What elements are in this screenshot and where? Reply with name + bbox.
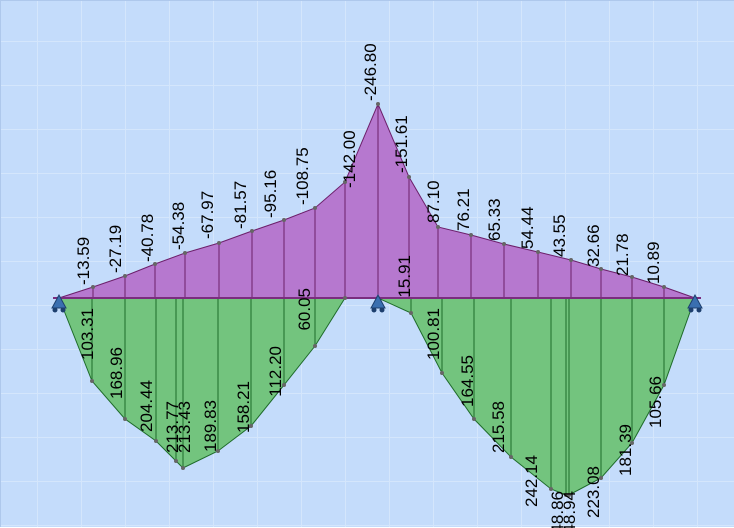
moment-value-label: -95.16 xyxy=(261,170,280,218)
value-point xyxy=(407,175,411,179)
moment-value-label: 248.86 xyxy=(548,491,567,528)
pin-support-icon[interactable] xyxy=(687,293,703,313)
value-point xyxy=(662,383,666,387)
moment-value-label: -142.00 xyxy=(340,130,359,188)
moment-value-label: 10.89 xyxy=(644,241,663,284)
value-point xyxy=(154,439,158,443)
value-point xyxy=(249,424,253,428)
value-point xyxy=(343,296,347,300)
value-point xyxy=(123,274,127,278)
moment-value-label: -246.80 xyxy=(361,43,380,101)
value-point xyxy=(282,218,286,222)
value-point xyxy=(174,459,178,463)
value-point xyxy=(376,102,380,106)
moment-value-label: 65.33 xyxy=(485,198,504,241)
value-point xyxy=(313,344,317,348)
value-point xyxy=(343,180,347,184)
value-point xyxy=(472,417,476,421)
value-point xyxy=(217,241,221,245)
moment-value-label: -67.97 xyxy=(198,191,217,239)
value-point xyxy=(90,379,94,383)
moment-value-label: 213.77 xyxy=(163,401,182,453)
value-point xyxy=(183,251,187,255)
value-point xyxy=(409,311,413,315)
moment-value-label: 112.20 xyxy=(266,346,285,397)
value-point xyxy=(282,383,286,387)
moment-value-label: -27.19 xyxy=(106,225,125,273)
moment-value-label: 248.94 xyxy=(560,491,579,528)
moment-value-label: 189.83 xyxy=(201,400,220,452)
value-point xyxy=(436,225,440,229)
pin-support-icon[interactable] xyxy=(51,293,67,313)
moment-value-label: 213.43 xyxy=(175,401,194,453)
moment-value-label: -54.38 xyxy=(169,202,188,250)
value-point xyxy=(153,262,157,266)
value-point xyxy=(313,206,317,210)
negative-moment-area xyxy=(58,102,696,299)
value-point xyxy=(181,466,185,470)
value-point xyxy=(569,258,573,262)
moment-value-label: -108.75 xyxy=(293,147,312,205)
moment-value-label: 181.39 xyxy=(616,424,635,476)
value-point xyxy=(549,487,553,491)
moment-value-label: -81.57 xyxy=(231,181,250,229)
value-point xyxy=(509,455,513,459)
value-point xyxy=(91,285,95,289)
value-point xyxy=(630,441,634,445)
value-point xyxy=(469,233,473,237)
pin-support-icon[interactable] xyxy=(370,293,386,313)
moment-value-label: 54.44 xyxy=(518,206,537,249)
moment-value-label: 242.14 xyxy=(522,455,541,507)
moment-value-label: 215.58 xyxy=(489,401,508,453)
moment-value-label: 15.91 xyxy=(395,255,414,298)
moment-value-label: 204.44 xyxy=(137,380,156,432)
value-point xyxy=(250,229,254,233)
moment-value-label: 76.21 xyxy=(454,188,473,231)
moment-value-label: -13.59 xyxy=(74,237,93,285)
moment-value-label: 103.31 xyxy=(78,308,97,360)
value-point xyxy=(662,285,666,289)
value-point xyxy=(440,371,444,375)
moment-value-label: 32.66 xyxy=(584,224,603,267)
moment-value-label: 168.96 xyxy=(107,347,126,399)
moment-value-label: 100.81 xyxy=(424,308,443,360)
moment-value-label: -40.78 xyxy=(138,214,157,262)
value-point xyxy=(216,449,220,453)
moment-value-label: -151.61 xyxy=(392,115,411,173)
moment-value-label: 223.08 xyxy=(584,466,603,518)
moment-value-label: 105.66 xyxy=(646,376,665,428)
moment-value-label: 87.10 xyxy=(424,180,443,223)
moment-value-label: 21.78 xyxy=(613,233,632,276)
value-point xyxy=(502,242,506,246)
value-point xyxy=(536,250,540,254)
value-point xyxy=(123,417,127,421)
moment-value-label: 158.21 xyxy=(234,381,253,433)
value-point xyxy=(567,493,571,497)
value-point xyxy=(630,275,634,279)
value-point xyxy=(599,267,603,271)
value-point xyxy=(564,493,568,497)
moment-value-label: 60.05 xyxy=(295,288,314,331)
moment-value-label: 164.55 xyxy=(458,355,477,407)
value-point xyxy=(599,476,603,480)
moment-value-label: 43.55 xyxy=(550,214,569,257)
